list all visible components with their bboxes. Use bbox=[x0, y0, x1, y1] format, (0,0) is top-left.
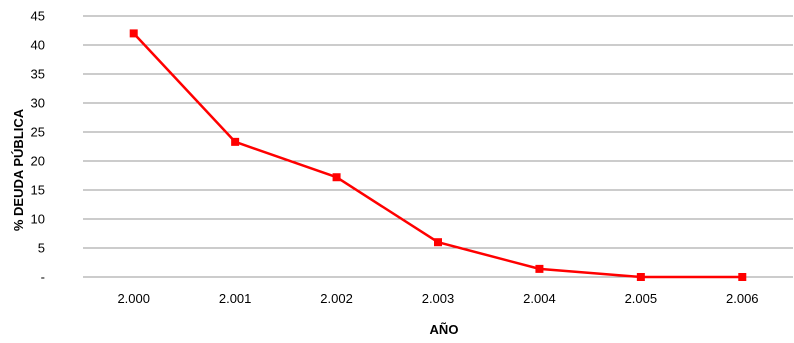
x-tick-label: 2.001 bbox=[219, 291, 252, 306]
y-tick-label: 20 bbox=[31, 154, 45, 169]
y-tick-label: 45 bbox=[31, 9, 45, 24]
x-tick-label: 2.004 bbox=[523, 291, 556, 306]
series-line bbox=[129, 29, 747, 281]
data-point-marker bbox=[434, 238, 442, 247]
y-tick-label: 5 bbox=[38, 241, 45, 256]
y-tick-label: 10 bbox=[31, 212, 45, 227]
y-tick-label: 15 bbox=[31, 183, 45, 198]
x-axis-title: AÑO bbox=[430, 322, 459, 337]
y-axis-ticks: - 5 10 15 20 25 30 35 40 45 bbox=[31, 9, 45, 285]
grid bbox=[83, 15, 793, 278]
data-point-marker bbox=[332, 173, 341, 182]
y-axis-title: % DEUDA PÚBLICA bbox=[11, 108, 26, 231]
data-point-marker bbox=[231, 137, 240, 146]
data-point-marker bbox=[129, 29, 138, 38]
x-tick-label: 2.005 bbox=[625, 291, 658, 306]
y-tick-label: - bbox=[41, 270, 45, 285]
y-tick-label: 25 bbox=[31, 125, 45, 140]
data-point-marker bbox=[738, 273, 747, 281]
x-tick-label: 2.002 bbox=[320, 291, 353, 306]
data-point-marker bbox=[636, 273, 645, 281]
x-axis-ticks: 2.000 2.001 2.002 2.003 2.004 2.005 2.006 bbox=[117, 291, 758, 306]
y-tick-label: 30 bbox=[31, 96, 45, 111]
x-tick-label: 2.006 bbox=[726, 291, 759, 306]
x-tick-label: 2.003 bbox=[422, 291, 455, 306]
data-point-marker bbox=[535, 264, 544, 273]
x-tick-label: 2.000 bbox=[117, 291, 150, 306]
y-tick-label: 40 bbox=[31, 38, 45, 53]
y-tick-label: 35 bbox=[31, 67, 45, 82]
